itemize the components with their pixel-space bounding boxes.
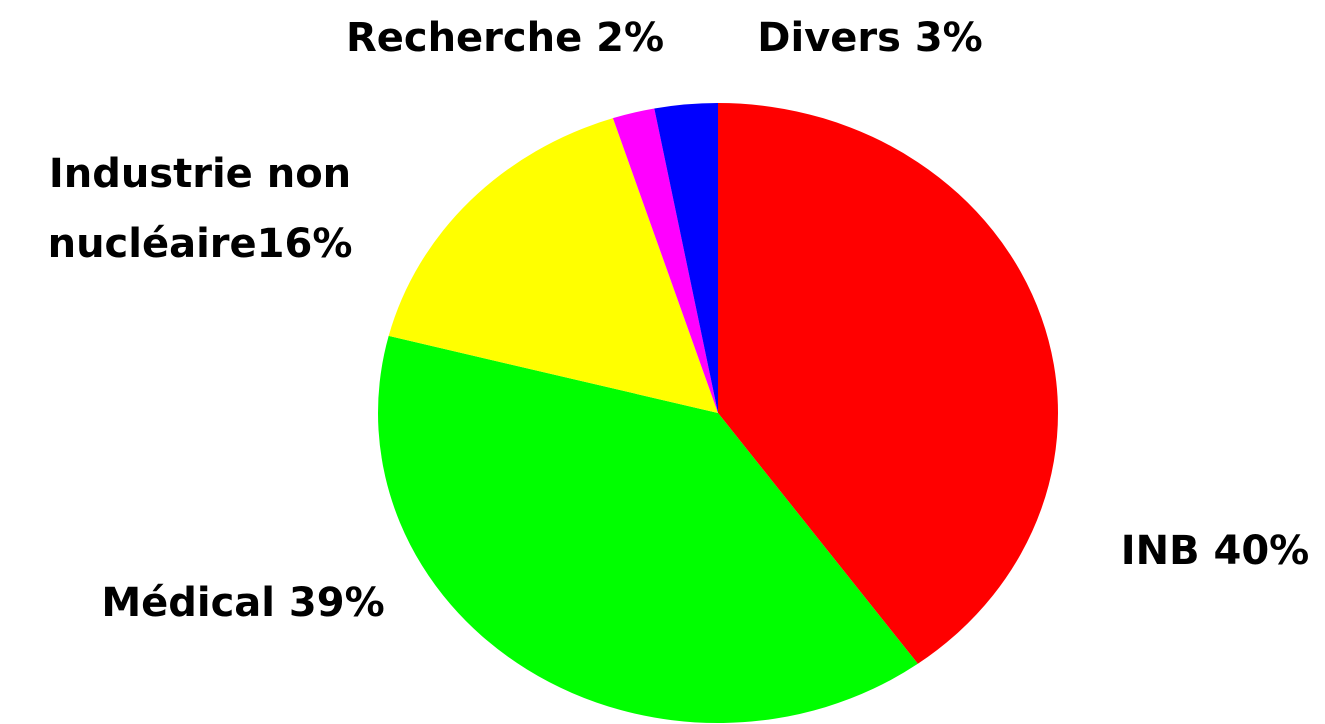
pie-slice [378, 335, 918, 723]
slice-label: Médical 39% [101, 580, 384, 626]
pie-slice [388, 118, 718, 413]
pie-slice [654, 103, 718, 413]
slice-label: Industrie non [49, 151, 351, 197]
slice-label: Divers 3% [757, 15, 983, 61]
slice-label: INB 40% [1121, 528, 1310, 574]
pie-slice [612, 108, 718, 413]
pie-slice [718, 103, 1059, 664]
slice-label: nucléaire16% [48, 221, 353, 267]
slice-label: Recherche 2% [346, 15, 664, 61]
